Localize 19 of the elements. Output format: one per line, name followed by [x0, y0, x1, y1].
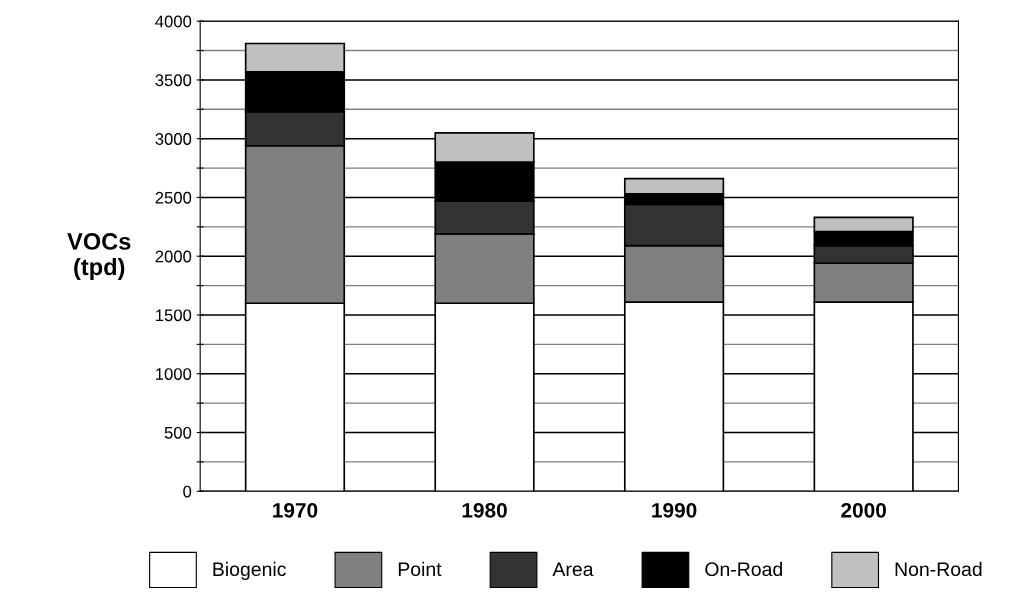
y-tick-label: 2000 — [155, 250, 192, 263]
y-tick-label: 2500 — [155, 191, 192, 204]
y-tick-label: 3000 — [155, 133, 192, 145]
legend-label: Biogenic — [213, 561, 286, 580]
legend-label: Point — [398, 561, 442, 577]
legend-label: On-Road — [705, 561, 782, 577]
legend-label: Area — [552, 562, 594, 577]
y-tick-label: 3500 — [155, 74, 192, 87]
x-tick-label: 1970 — [273, 502, 318, 518]
x-tick-label: 2000 — [841, 502, 886, 518]
x-tick-label: 1990 — [652, 502, 697, 518]
y-tick-label: 1000 — [156, 368, 192, 380]
y-tick-label: 0 — [183, 485, 192, 498]
y-axis-title: VOCs (tpd) — [67, 233, 131, 280]
y-tick-label: 1500 — [156, 309, 192, 322]
x-tick-label: 1980 — [462, 502, 507, 518]
y-tick-label: 4000 — [155, 15, 192, 28]
y-tick-label: 500 — [164, 426, 192, 439]
legend-label: Non-Road — [895, 561, 982, 577]
